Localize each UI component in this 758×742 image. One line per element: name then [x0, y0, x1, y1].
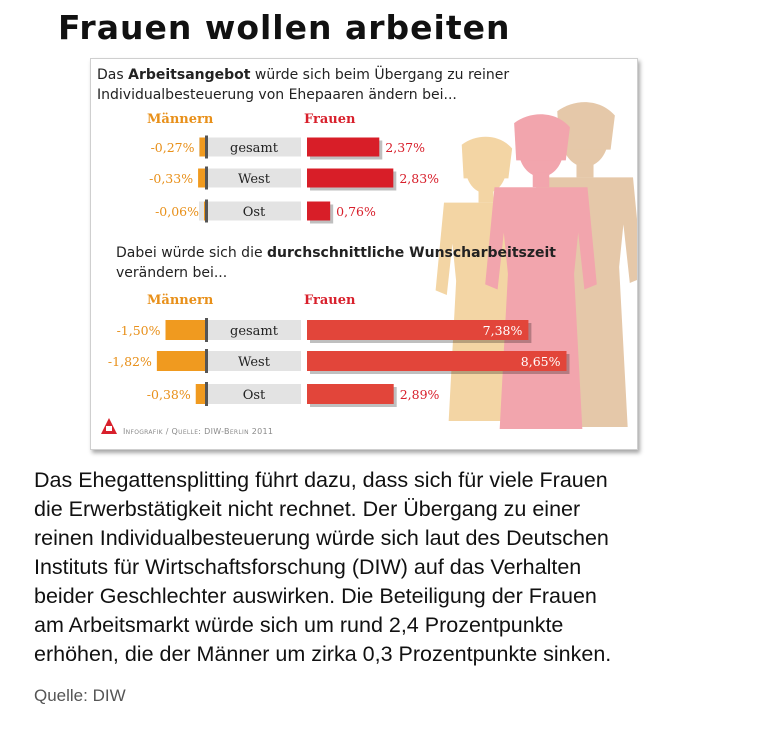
category-label: Ost	[243, 388, 266, 403]
women-silhouettes	[435, 102, 637, 429]
infographic-credit: Infografik / Quelle: DIW-Berlin 2011	[123, 427, 274, 436]
headline: Frauen wollen arbeiten	[58, 8, 511, 47]
axis-line	[205, 166, 208, 190]
women-column-header-2: Frauen	[304, 293, 356, 308]
category-label: gesamt	[230, 141, 279, 156]
men-bar	[195, 384, 206, 404]
infographic-card: gesamt -0,27% 2,37% West -0,33% 2,83% Ost -0,06…	[90, 58, 638, 450]
ig-metall-logo	[101, 418, 117, 434]
women-bar	[307, 168, 394, 188]
men-value-label: -1,82%	[108, 354, 152, 369]
men-bar	[199, 137, 206, 157]
category-band	[199, 351, 301, 371]
infographic-chart: gesamt -0,27% 2,37% West -0,33% 2,83% Ost -0,06…	[101, 102, 637, 434]
women-bar	[307, 320, 529, 340]
caption-line: reinen Individualbesteuerung würde sich …	[34, 526, 609, 550]
men-bar	[198, 168, 206, 188]
section1-title: Das Arbeitsangebot würde sich beim Überg…	[97, 67, 510, 83]
caption: Das Ehegattensplitting führt dazu, dass …	[34, 466, 734, 669]
category-label: gesamt	[230, 324, 279, 339]
caption-line: am Arbeitsmarkt würde sich um rund 2,4 P…	[34, 613, 564, 637]
category-band	[199, 168, 301, 188]
caption-line: die Erwerbstätigkeit nicht rechnet. Der …	[34, 497, 581, 521]
women-value-label: 2,89%	[400, 387, 440, 402]
logo-mark	[106, 426, 112, 431]
silhouette-neck	[478, 189, 494, 203]
men-value-label: -0,38%	[147, 387, 191, 402]
women-value-label: 2,37%	[385, 140, 425, 155]
men-value-label: -0,27%	[151, 140, 195, 155]
caption-line: Das Ehegattensplitting führt dazu, dass …	[34, 468, 608, 492]
axis-line	[205, 382, 208, 406]
axis-line	[205, 349, 208, 373]
category-label: West	[238, 355, 271, 370]
women-bar	[307, 137, 380, 157]
men-bar	[165, 320, 206, 340]
axis-line	[205, 199, 208, 223]
silhouette-neck	[532, 172, 550, 188]
men-value-label: -0,33%	[149, 171, 193, 186]
men-column-header: Männern	[147, 112, 214, 127]
caption-line: beider Geschlechter auswirken. Die Betei…	[34, 584, 597, 608]
women-bar	[307, 201, 331, 221]
category-band	[199, 384, 301, 404]
category-band	[199, 320, 301, 340]
silhouette-hair	[514, 114, 570, 161]
women-value-label: 8,65%	[521, 354, 561, 369]
women-value-label: 7,38%	[483, 323, 523, 338]
women-bar	[307, 384, 394, 404]
caption-line: Instituts für Wirtschaftsforschung (DIW)…	[34, 555, 582, 579]
men-value-label: -1,50%	[117, 323, 161, 338]
men-column-header-2: Männern	[147, 293, 214, 308]
category-label: West	[238, 172, 271, 187]
section2-title-line2: verändern bei...	[116, 265, 228, 281]
axis-line	[205, 135, 208, 159]
category-band	[199, 201, 301, 221]
source-note: Quelle: DIW	[34, 686, 126, 705]
caption-line: erhöhen, die der Männer um zirka 0,3 Pro…	[34, 642, 612, 666]
women-bar	[307, 351, 567, 371]
men-bar	[156, 351, 206, 371]
section2-title: Dabei würde sich die durchschnittliche W…	[116, 245, 556, 261]
women-column-header: Frauen	[304, 112, 356, 127]
men-value-label: -0,06%	[155, 204, 199, 219]
silhouette-hair	[557, 102, 615, 150]
axis-line	[205, 318, 208, 342]
silhouette-hair	[461, 136, 513, 179]
category-band	[199, 137, 301, 157]
section1-title-line2: Individualbesteuerung von Ehepaaren ände…	[97, 87, 457, 103]
silhouette-neck	[576, 162, 594, 178]
women-value-label: 0,76%	[336, 204, 376, 219]
women-value-label: 2,83%	[399, 171, 439, 186]
category-label: Ost	[243, 205, 266, 220]
